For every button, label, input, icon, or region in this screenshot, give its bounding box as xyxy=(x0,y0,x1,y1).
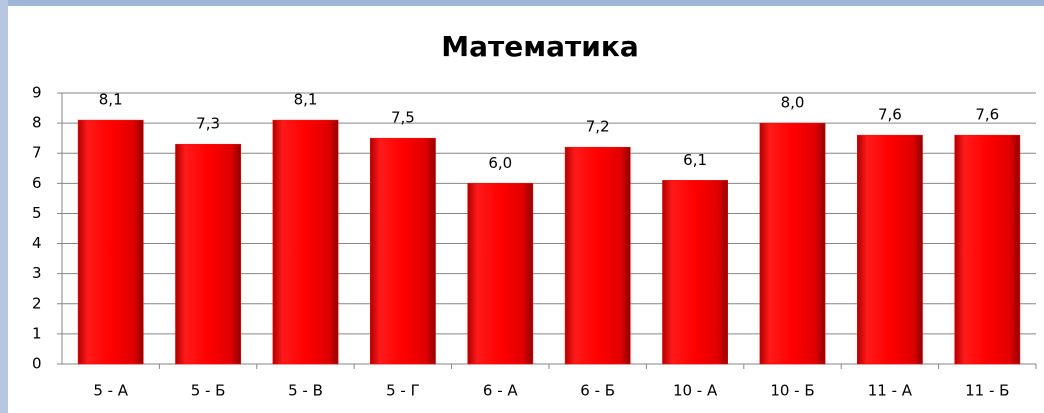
x-tick-label: 6 - Б xyxy=(580,382,615,400)
bar xyxy=(662,180,728,365)
value-label: 7,5 xyxy=(391,109,415,127)
bar xyxy=(175,143,241,365)
y-tick-label: 5 xyxy=(32,204,42,222)
value-label: 6,1 xyxy=(683,151,707,169)
x-tick-label: 11 - Б xyxy=(965,382,1009,400)
bar xyxy=(564,146,631,365)
y-tick-label: 0 xyxy=(32,355,42,373)
value-label: 8,0 xyxy=(781,94,805,112)
frame-top xyxy=(0,0,1044,6)
frame-left xyxy=(0,0,8,413)
bar xyxy=(467,183,534,365)
value-label: 7,3 xyxy=(196,115,220,133)
x-tick-label: 5 - В xyxy=(288,382,323,400)
x-tick-label: 10 - А xyxy=(673,382,718,400)
y-tick-label: 8 xyxy=(32,114,42,132)
x-tick-label: 6 - А xyxy=(483,382,518,400)
bar xyxy=(954,134,1021,365)
x-tick-label: 11 - А xyxy=(868,382,913,400)
y-tick-label: 2 xyxy=(32,294,42,312)
bar xyxy=(857,134,923,365)
value-label: 7,6 xyxy=(878,106,902,124)
x-tick-label: 10 - Б xyxy=(770,382,814,400)
value-label: 8,1 xyxy=(294,91,318,109)
y-tick-label: 6 xyxy=(32,174,42,192)
y-tick-label: 3 xyxy=(32,264,42,282)
bar xyxy=(77,119,144,365)
bar xyxy=(759,122,826,365)
value-label: 8,1 xyxy=(99,91,123,109)
bar xyxy=(370,137,436,365)
y-tick-label: 9 xyxy=(32,84,42,102)
y-tick-label: 7 xyxy=(32,144,42,162)
bar xyxy=(272,119,339,365)
value-label: 7,6 xyxy=(975,106,999,124)
x-tick-label: 5 - Г xyxy=(386,382,420,400)
value-label: 7,2 xyxy=(586,118,610,136)
value-label: 6,0 xyxy=(488,154,512,172)
y-tick-label: 1 xyxy=(32,324,42,342)
x-tick-label: 5 - Б xyxy=(191,382,226,400)
y-tick-label: 4 xyxy=(32,234,42,252)
x-tick-label: 5 - А xyxy=(93,382,128,400)
chart-title: Математика xyxy=(441,30,639,63)
